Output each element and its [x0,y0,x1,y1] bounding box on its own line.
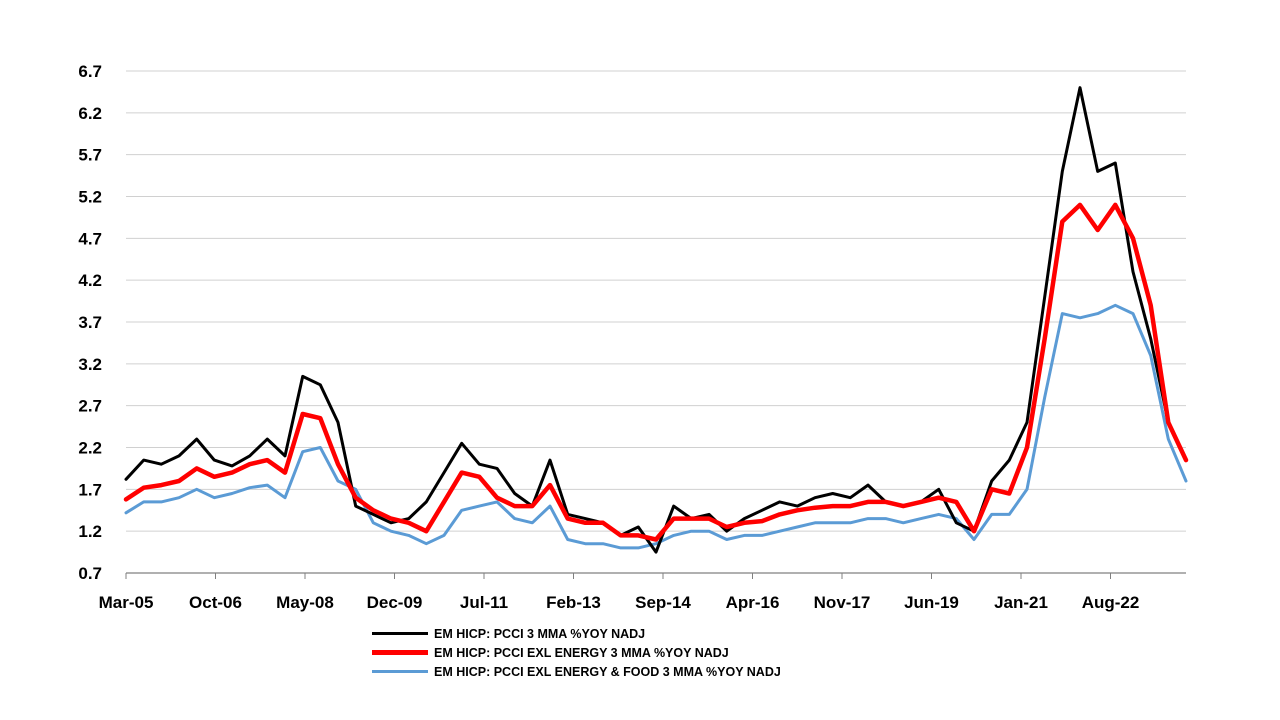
y-tick-label: 1.2 [78,522,102,541]
legend-label-pcci-ex-energy-food: EM HICP: PCCI EXL ENERGY & FOOD 3 MMA %Y… [434,664,781,679]
y-tick-label: 2.7 [78,397,102,416]
x-tick-label: May-08 [276,593,334,612]
y-tick-label: 1.7 [78,480,102,499]
y-tick-label: 4.7 [78,229,102,248]
legend-label-pcci: EM HICP: PCCI 3 MMA %YOY NADJ [434,626,646,641]
gridlines [126,70,1186,574]
legend-item-pcci-ex-energy-food: EM HICP: PCCI EXL ENERGY & FOOD 3 MMA %Y… [372,662,781,681]
legend: EM HICP: PCCI 3 MMA %YOY NADJ EM HICP: P… [372,624,781,681]
y-tick-label: 6.2 [78,104,102,123]
y-tick-label: 5.2 [78,188,102,207]
y-tick-label: 6.7 [78,62,102,81]
y-tick-label: 3.2 [78,355,102,374]
series-line-2 [124,303,1188,550]
legend-swatch-pcci-ex-energy-food [372,670,428,673]
legend-label-pcci-ex-energy: EM HICP: PCCI EXL ENERGY 3 MMA %YOY NADJ [434,645,729,660]
x-tick-label: Jun-19 [904,593,959,612]
series-lines [123,86,1189,554]
x-tick-label: Feb-13 [546,593,601,612]
y-tick-label: 5.7 [78,146,102,165]
x-tick-label: Apr-16 [726,593,780,612]
x-axis-ticks: Mar-05 Oct-06 May-08 Dec-09 Jul-11 Feb-13 Sep-… [99,573,1140,612]
legend-swatch-pcci [372,632,428,635]
legend-item-pcci: EM HICP: PCCI 3 MMA %YOY NADJ [372,624,781,643]
x-tick-label: Aug-22 [1082,593,1140,612]
legend-swatch-pcci-ex-energy [372,650,428,655]
x-tick-label: Jan-21 [994,593,1048,612]
y-axis-ticks: 0.7 1.2 1.7 2.2 2.7 3.2 3.7 4.2 4.7 5.2 5.7 6.2 6.7 [78,62,102,583]
x-tick-label: Nov-17 [814,593,871,612]
y-tick-label: 2.2 [78,439,102,458]
x-tick-label: Mar-05 [99,593,154,612]
x-tick-label: Oct-06 [189,593,242,612]
legend-item-pcci-ex-energy: EM HICP: PCCI EXL ENERGY 3 MMA %YOY NADJ [372,643,781,662]
y-tick-label: 4.2 [78,271,102,290]
x-tick-label: Dec-09 [367,593,423,612]
x-tick-label: Sep-14 [635,593,691,612]
y-tick-label: 3.7 [78,313,102,332]
x-tick-label: Jul-11 [460,593,508,612]
series-line-1 [123,202,1189,542]
y-tick-label: 0.7 [78,564,102,583]
series-line-0 [124,86,1188,554]
